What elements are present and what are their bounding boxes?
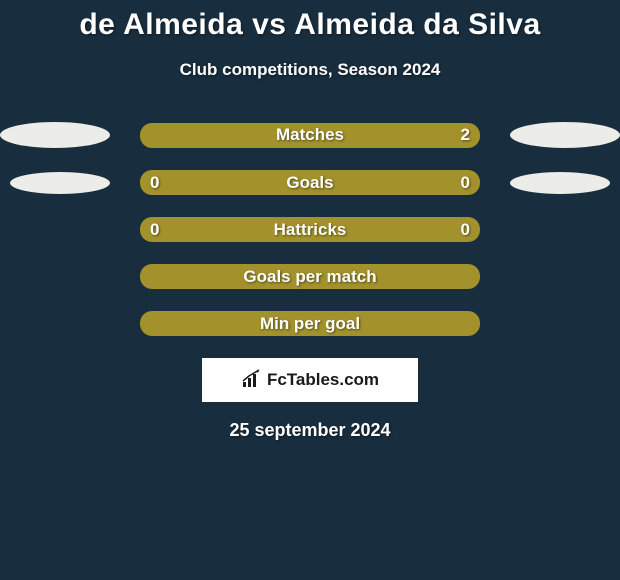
page-title: de Almeida vs Almeida da Silva — [0, 8, 620, 42]
player-right-indicator — [510, 122, 620, 148]
chart-icon — [241, 371, 263, 389]
stat-label: Min per goal — [260, 314, 360, 334]
stats-table: Matches 2 0 Goals 0 0 Hattricks 0 — [0, 122, 620, 336]
stat-value-left: 0 — [150, 173, 159, 193]
stat-row-matches: Matches 2 — [0, 122, 620, 148]
stat-value-right: 0 — [461, 220, 470, 240]
player-left-indicator — [0, 122, 110, 148]
stat-value-left: 0 — [150, 220, 159, 240]
player-right-indicator — [510, 172, 610, 194]
player-left-indicator — [10, 172, 110, 194]
stat-bar: 0 Hattricks 0 — [140, 217, 480, 242]
stat-row-min-per-goal: Min per goal — [0, 311, 620, 336]
stat-bar: Goals per match — [140, 264, 480, 289]
stat-value-right: 0 — [461, 173, 470, 193]
stat-label: Hattricks — [274, 220, 347, 240]
stat-label: Matches — [276, 125, 344, 145]
stat-bar: Matches 2 — [140, 123, 480, 148]
stat-row-hattricks: 0 Hattricks 0 — [0, 217, 620, 242]
stat-bar: 0 Goals 0 — [140, 170, 480, 195]
subtitle: Club competitions, Season 2024 — [0, 60, 620, 80]
date-text: 25 september 2024 — [0, 420, 620, 441]
stat-row-goals-per-match: Goals per match — [0, 264, 620, 289]
stat-value-right: 2 — [461, 125, 470, 145]
branding-box: FcTables.com — [202, 358, 418, 402]
branding-text: FcTables.com — [267, 370, 379, 390]
stat-bar: Min per goal — [140, 311, 480, 336]
stat-row-goals: 0 Goals 0 — [0, 170, 620, 195]
stat-label: Goals per match — [243, 267, 376, 287]
main-container: de Almeida vs Almeida da Silva Club comp… — [0, 0, 620, 441]
stat-label: Goals — [286, 173, 333, 193]
